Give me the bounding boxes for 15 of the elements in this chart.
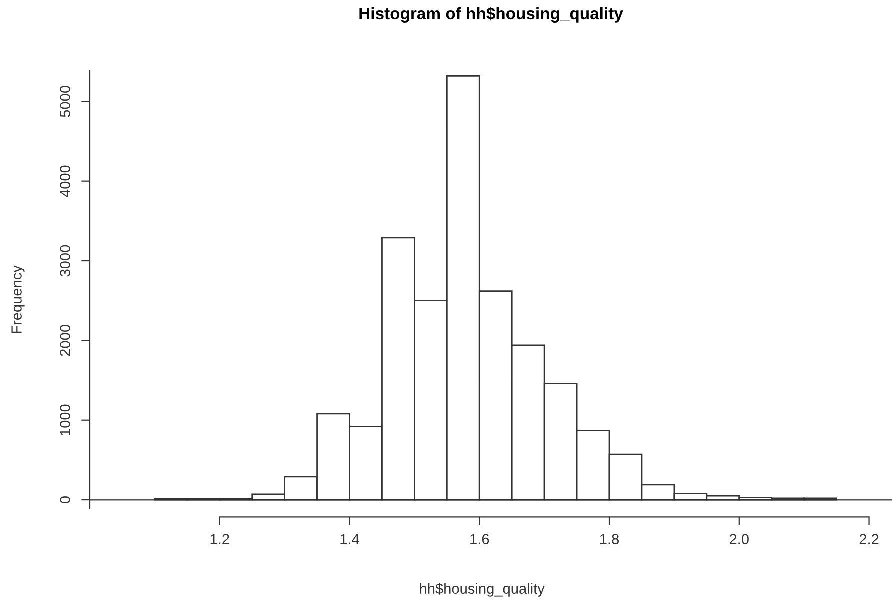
chart-title: Histogram of hh$housing_quality xyxy=(360,7,624,23)
y-tick-label: 4000 xyxy=(60,166,70,198)
x-tick-label: 1.6 xyxy=(470,534,490,545)
y-tick-label: 1000 xyxy=(60,404,70,436)
y-axis-title: Frequency xyxy=(12,266,25,334)
y-tick-label: 3000 xyxy=(60,245,70,277)
x-axis-title: hh$housing_quality xyxy=(420,583,545,597)
x-tick-label: 1.2 xyxy=(210,534,230,544)
y-tick-label: 0 xyxy=(60,496,70,504)
x-tick-label: 1.4 xyxy=(340,534,360,544)
x-tick-label: 2.2 xyxy=(860,534,879,544)
x-tick-label: 1.8 xyxy=(600,534,620,545)
y-tick-label: 5000 xyxy=(60,86,70,118)
y-tick-label: 2000 xyxy=(60,325,70,356)
x-tick-label: 2.0 xyxy=(730,534,749,545)
